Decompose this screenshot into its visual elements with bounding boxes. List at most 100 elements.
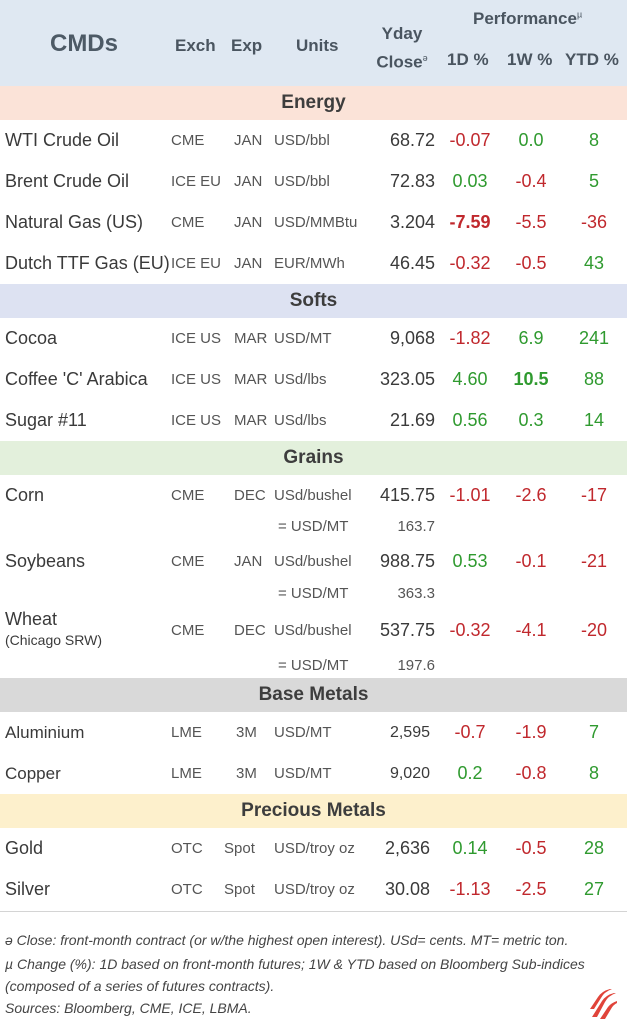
change-1w: 0.3 <box>518 410 544 430</box>
expiry: MAR <box>234 330 268 347</box>
change-1w: -5.5 <box>515 212 547 232</box>
table-row-brent: Brent Crude Oil ICE EU JAN USD/bbl 72.83… <box>0 161 627 202</box>
brand-logo-icon <box>590 989 617 1019</box>
change-1d: -0.32 <box>449 620 491 640</box>
commodity-name: Soybeans <box>5 551 86 571</box>
change-1w: -0.5 <box>515 253 547 273</box>
table-row-ttf: Dutch TTF Gas (EU) ICE EU JAN EUR/MWh 46… <box>0 243 627 284</box>
expiry: JAN <box>234 255 263 272</box>
col-header-exp: Exp <box>231 36 263 55</box>
table-row-coffee: Coffee 'C' Arabica ICE US MAR USd/lbs 32… <box>0 359 627 400</box>
expiry: 3M <box>236 724 257 741</box>
expiry: DEC <box>234 487 266 504</box>
change-ytd: -20 <box>580 620 607 640</box>
change-1d: 0.56 <box>452 410 488 430</box>
expiry: DEC <box>234 622 266 639</box>
commodity-name: Dutch TTF Gas (EU) <box>5 253 170 273</box>
change-1w: 0.0 <box>518 130 544 150</box>
exchange: CME <box>171 553 205 570</box>
units: USD/MT <box>274 765 332 782</box>
table-row-cocoa: Cocoa ICE US MAR USD/MT 9,068 -1.82 6.9 … <box>0 318 627 359</box>
table-row-aluminium: Aluminium LME 3M USD/MT 2,595 -0.7 -1.9 … <box>0 712 627 753</box>
exchange: CME <box>171 487 205 504</box>
commodity-name: WTI Crude Oil <box>5 130 120 150</box>
soybeans-conversion-value: 363.3 <box>397 585 435 602</box>
change-1w: -0.4 <box>515 171 547 191</box>
units: USD/MT <box>274 330 332 347</box>
commodity-name: Silver <box>5 879 51 899</box>
yday-close: 30.08 <box>384 879 430 899</box>
exchange: ICE EU <box>171 255 222 272</box>
table-row-copper: Copper LME 3M USD/MT 9,020 0.2 -0.8 8 <box>0 753 627 794</box>
expiry: 3M <box>236 765 257 782</box>
yday-close: 46.45 <box>389 253 435 273</box>
footnote-sources: Sources: Bloomberg, CME, ICE, LBMA. <box>5 1000 252 1016</box>
change-1d: 4.60 <box>452 369 488 389</box>
commodity-name: Sugar #11 <box>5 410 87 430</box>
col-header-1d: 1D % <box>447 50 489 69</box>
change-1w: -0.8 <box>515 763 547 783</box>
exchange: CME <box>171 214 205 231</box>
change-ytd: -17 <box>580 485 607 505</box>
footer-divider <box>0 911 627 912</box>
exchange: OTC <box>171 881 203 898</box>
table-row-wheat: Wheat CME DEC USd/bushel 537.75 -0.32 -4… <box>0 608 627 649</box>
yday-close: 21.69 <box>389 410 435 430</box>
yday-close: 9,020 <box>389 765 430 782</box>
expiry: JAN <box>234 214 263 231</box>
change-1w: 6.9 <box>518 328 544 348</box>
yday-line1: Yday <box>381 24 423 43</box>
table-row-gold: Gold OTC Spot USD/troy oz 2,636 0.14 -0.… <box>0 828 627 869</box>
yday-close: 2,636 <box>384 838 430 858</box>
table-row-corn: Corn CME DEC USd/bushel 415.75 -1.01 -2.… <box>0 475 627 516</box>
change-ytd: 14 <box>583 410 605 430</box>
section-grains: Grains <box>0 441 627 475</box>
section-softs: Softs <box>0 284 627 318</box>
table-header: CMDs Exch Exp Units Yday Closeə Performa… <box>0 0 627 86</box>
commodity-name: Wheat <box>5 609 58 629</box>
col-header-1w: 1W % <box>507 50 553 69</box>
col-header-performance: Performanceµ <box>473 9 582 29</box>
yday-footnote-mark: ə <box>422 53 428 63</box>
exchange: ICE US <box>171 412 222 429</box>
table-row-wti: WTI Crude Oil CME JAN USD/bbl 68.72 -0.0… <box>0 120 627 161</box>
change-1d: -0.07 <box>449 130 491 150</box>
change-1d: 0.03 <box>452 171 488 191</box>
change-1d: -1.01 <box>449 485 491 505</box>
yday-line2: Close <box>376 52 423 72</box>
units: USd/bushel <box>274 487 352 504</box>
corn-conversion-value: 163.7 <box>397 518 435 535</box>
change-ytd: 28 <box>583 838 605 858</box>
change-1w: -0.1 <box>515 551 547 571</box>
commodity-name: Natural Gas (US) <box>5 212 144 232</box>
performance-footnote-mark: µ <box>576 9 583 20</box>
exchange: LME <box>171 765 202 782</box>
section-base-metals: Base Metals <box>0 678 627 712</box>
section-precious-metals: Precious Metals <box>0 794 627 828</box>
units: USD/bbl <box>274 173 330 190</box>
change-ytd: 43 <box>583 253 605 273</box>
commodity-name: Copper <box>5 764 61 783</box>
change-ytd: 241 <box>578 328 610 348</box>
expiry: JAN <box>234 173 263 190</box>
change-1w: -0.5 <box>515 838 547 858</box>
exchange: ICE US <box>171 330 222 347</box>
yday-close: 9,068 <box>389 328 435 348</box>
expiry: JAN <box>234 132 263 149</box>
yday-close: 415.75 <box>379 485 435 505</box>
table-row-soybeans: Soybeans CME JAN USd/bushel 988.75 0.53 … <box>0 541 627 582</box>
table-title: CMDs <box>49 30 118 57</box>
yday-close: 72.83 <box>389 171 435 191</box>
yday-close: 988.75 <box>379 551 435 571</box>
col-header-units: Units <box>296 36 339 55</box>
performance-label: Performance <box>473 9 577 28</box>
units: USd/lbs <box>274 371 327 388</box>
change-1d: -7.59 <box>449 212 491 232</box>
units: USd/bushel <box>274 553 352 570</box>
change-1d: 0.53 <box>452 551 488 571</box>
commodity-name: Gold <box>5 838 44 858</box>
change-1w: -1.9 <box>515 722 547 742</box>
table-row-silver: Silver OTC Spot USD/troy oz 30.08 -1.13 … <box>0 869 627 910</box>
change-ytd: 88 <box>583 369 605 389</box>
